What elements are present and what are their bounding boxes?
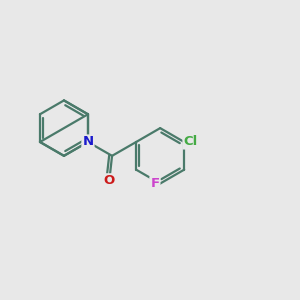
Text: Cl: Cl bbox=[184, 136, 198, 148]
Text: N: N bbox=[82, 136, 94, 148]
Text: F: F bbox=[150, 177, 160, 190]
Text: O: O bbox=[104, 174, 115, 187]
